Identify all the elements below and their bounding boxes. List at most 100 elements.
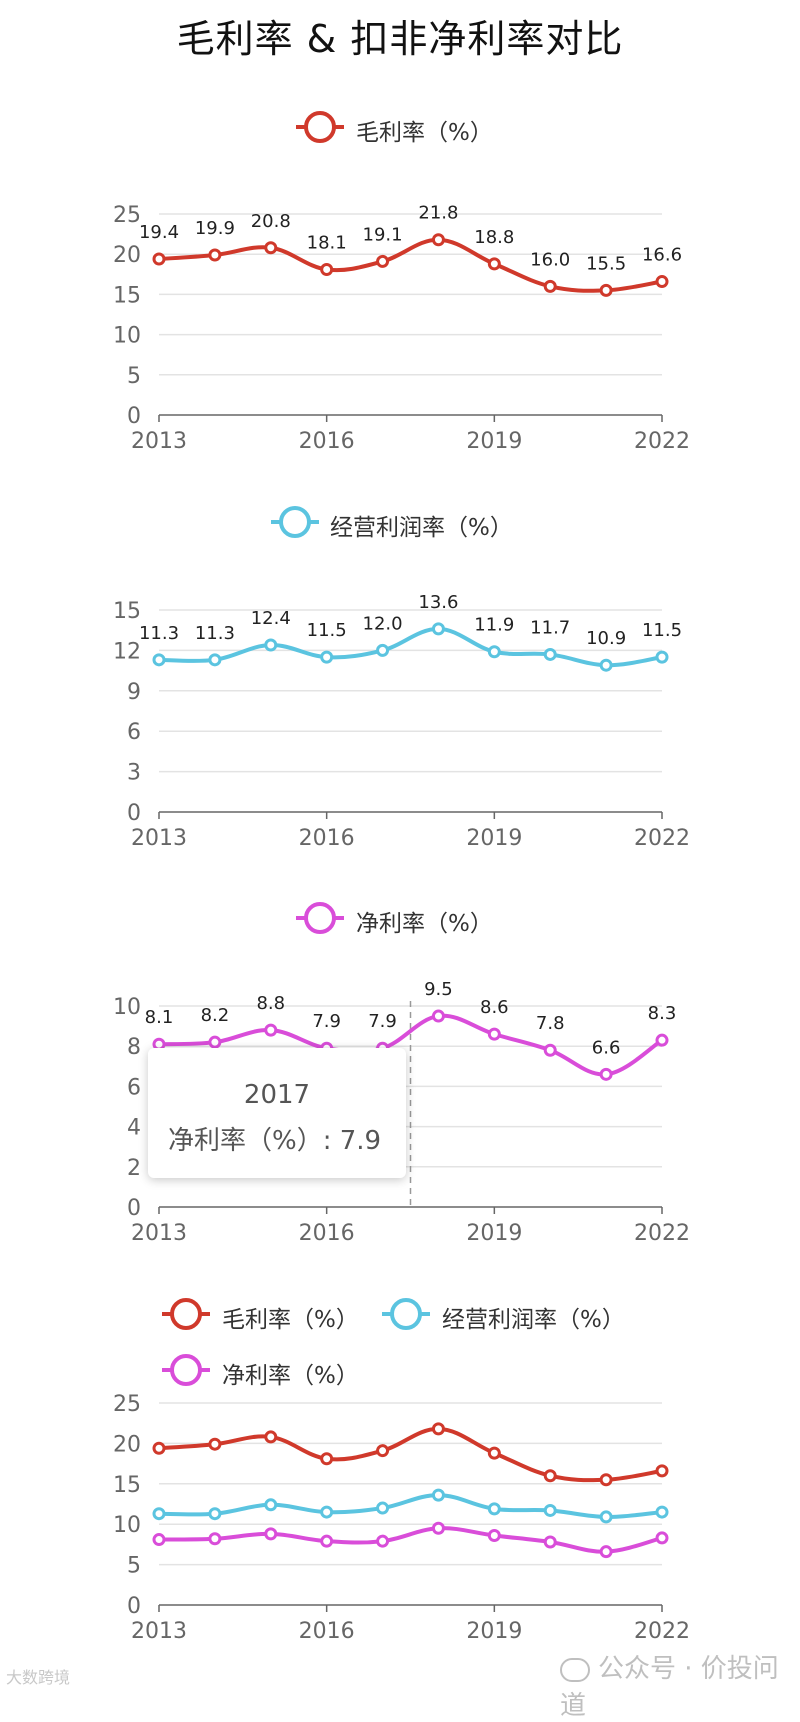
data-label: 18.1 [307, 232, 347, 253]
data-label: 8.1 [145, 1007, 174, 1028]
y-tick-label: 5 [127, 1554, 141, 1579]
x-tick-label: 2016 [299, 826, 355, 851]
data-point [599, 658, 613, 672]
hover-tooltip: 2017 净利率（%）: 7.9 [148, 1048, 406, 1178]
legend-marker-circle [170, 1298, 202, 1330]
data-label: 16.6 [642, 245, 682, 266]
data-label: 20.8 [251, 211, 291, 232]
series-line [158, 1526, 663, 1554]
x-tick-label: 2013 [131, 1619, 187, 1644]
data-point [655, 1464, 669, 1478]
y-tick-label: 8 [127, 1035, 141, 1060]
legend-label-combined-op[interactable]: 经营利润率（%） [442, 1307, 625, 1333]
data-point [487, 1529, 501, 1543]
data-point [376, 1444, 390, 1458]
y-tick-label: 4 [127, 1116, 141, 1141]
legend-label-net[interactable]: 净利率（%） [356, 911, 493, 937]
page-title: 毛利率 & 扣非净利率对比 [176, 17, 624, 61]
tooltip-value: 净利率（%）: 7.9 [168, 1126, 382, 1156]
y-tick-label: 10 [113, 1513, 141, 1538]
data-point [543, 1043, 557, 1057]
data-point [152, 1507, 166, 1521]
data-label: 18.8 [474, 227, 514, 248]
data-label: 15.5 [586, 253, 626, 274]
data-label: 21.8 [418, 203, 458, 224]
y-tick-label: 6 [127, 720, 141, 745]
data-label: 19.4 [139, 222, 179, 243]
data-point [264, 1498, 278, 1512]
y-tick-label: 12 [113, 639, 141, 664]
data-label: 10.9 [586, 628, 626, 649]
y-tick-label: 15 [113, 599, 141, 624]
series-line [158, 1013, 664, 1077]
data-label: 7.9 [368, 1011, 397, 1032]
data-point [264, 1430, 278, 1444]
series-line [158, 1493, 663, 1519]
legend-marker-circle [304, 902, 336, 934]
y-tick-label: 20 [113, 243, 141, 268]
data-point [152, 1533, 166, 1547]
data-point [152, 1441, 166, 1455]
data-point [655, 1505, 669, 1519]
data-label: 19.1 [363, 224, 403, 245]
data-point [264, 1023, 278, 1037]
y-tick-label: 25 [113, 1392, 141, 1417]
x-tick-label: 2022 [634, 429, 690, 454]
data-point [543, 1535, 557, 1549]
data-point [376, 1534, 390, 1548]
data-point [543, 1503, 557, 1517]
data-point [264, 1527, 278, 1541]
y-tick-label: 15 [113, 283, 141, 308]
y-tick-label: 0 [127, 1196, 141, 1221]
data-point [599, 283, 613, 297]
x-tick-label: 2016 [299, 429, 355, 454]
data-point [431, 1488, 445, 1502]
y-tick-label: 6 [127, 1075, 141, 1100]
x-tick-label: 2022 [634, 1619, 690, 1644]
legend-label-combined-net[interactable]: 净利率（%） [222, 1363, 359, 1389]
y-tick-label: 0 [127, 1594, 141, 1619]
data-point [208, 1532, 222, 1546]
data-point [599, 1510, 613, 1524]
data-point [152, 653, 166, 667]
x-tick-label: 2013 [131, 826, 187, 851]
data-point [264, 638, 278, 652]
legend-label-gross[interactable]: 毛利率（%） [356, 120, 493, 146]
x-tick-label: 2013 [131, 429, 187, 454]
tooltip-year: 2017 [243, 1080, 311, 1110]
data-label: 8.8 [256, 993, 285, 1014]
data-point [208, 653, 222, 667]
series-line [158, 626, 663, 668]
data-point [320, 1452, 334, 1466]
y-tick-label: 25 [113, 203, 141, 228]
data-point [320, 1505, 334, 1519]
data-point [487, 645, 501, 659]
data-point [655, 275, 669, 289]
data-point [655, 1033, 669, 1047]
data-point [431, 1009, 445, 1023]
data-label: 8.3 [648, 1003, 677, 1024]
legend-marker-circle [390, 1298, 422, 1330]
y-tick-label: 3 [127, 761, 141, 786]
data-label: 11.5 [307, 620, 347, 641]
watermark-right: 公众号 · 价投问道 [560, 1648, 800, 1722]
series-line [158, 1426, 663, 1483]
legend-label-op[interactable]: 经营利润率（%） [330, 515, 513, 541]
data-label: 8.6 [480, 997, 509, 1018]
data-point [487, 1027, 501, 1041]
x-tick-label: 2013 [131, 1221, 187, 1246]
legend-marker-circle [279, 506, 311, 538]
x-tick-label: 2019 [466, 1619, 522, 1644]
data-point [487, 1502, 501, 1516]
data-label: 11.5 [642, 620, 682, 641]
data-label: 11.9 [474, 615, 514, 636]
data-point [543, 647, 557, 661]
data-point [376, 254, 390, 268]
data-label: 8.2 [201, 1005, 230, 1026]
data-label: 19.9 [195, 218, 235, 239]
legend-label-combined-gross[interactable]: 毛利率（%） [222, 1307, 359, 1333]
data-point [599, 1545, 613, 1559]
data-point [152, 252, 166, 266]
data-point [599, 1473, 613, 1487]
